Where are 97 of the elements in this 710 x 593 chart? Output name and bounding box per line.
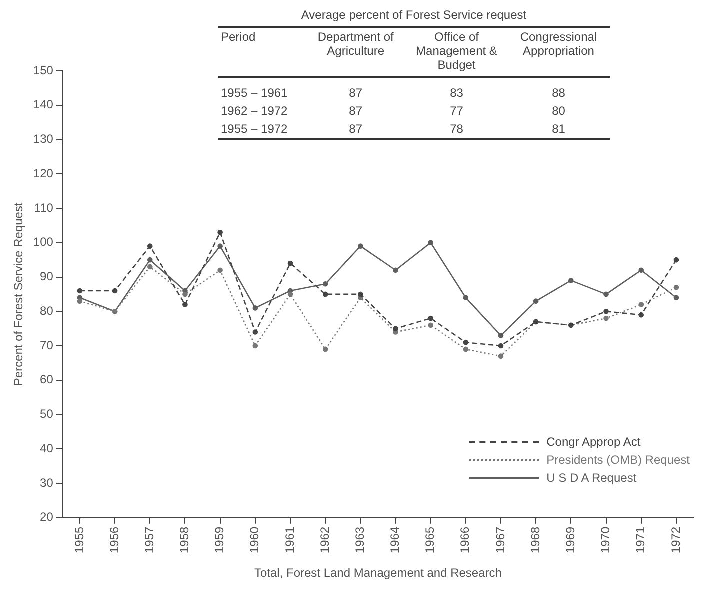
y-tick-label: 130 xyxy=(33,132,54,146)
annotation: 87 xyxy=(348,121,364,138)
point xyxy=(428,316,434,322)
point xyxy=(322,281,328,287)
x-tick-label: 1963 xyxy=(352,526,367,554)
point xyxy=(498,343,504,349)
point xyxy=(674,295,680,301)
y-tick-label: 140 xyxy=(33,98,54,112)
annotation: 1955 – 1961 xyxy=(220,85,289,102)
x-tick-label: 1971 xyxy=(634,526,648,554)
point xyxy=(288,260,294,266)
point xyxy=(568,278,574,284)
point xyxy=(638,268,644,274)
annotation: 80 xyxy=(551,103,566,120)
point xyxy=(112,288,118,294)
y-tick-label: 40 xyxy=(40,441,54,456)
point xyxy=(218,230,223,236)
point xyxy=(288,292,294,298)
annotation: Office of Management & Budget xyxy=(415,29,498,74)
x-tick-label: 1969 xyxy=(564,526,578,554)
point xyxy=(428,240,434,246)
point xyxy=(322,292,328,298)
annotation: 87 xyxy=(348,85,364,102)
x-tick-label: 1965 xyxy=(423,526,438,554)
text: Congr Approp Act xyxy=(546,435,641,449)
point xyxy=(182,292,188,298)
point xyxy=(252,343,258,349)
x-tick-label: 1955 xyxy=(72,526,86,554)
point xyxy=(428,322,434,328)
point xyxy=(252,330,258,335)
y-tick-label: 150 xyxy=(33,63,54,78)
point xyxy=(322,346,328,352)
y-tick-label: 90 xyxy=(40,270,54,284)
x-tick-label: 1959 xyxy=(212,526,227,554)
point xyxy=(604,308,609,314)
text: Period xyxy=(220,29,257,46)
x-tick-label: 1956 xyxy=(107,526,122,554)
point xyxy=(77,298,83,304)
point xyxy=(358,292,364,298)
x-tick-label: 1968 xyxy=(528,526,542,554)
point xyxy=(674,284,680,290)
annotation: 78 xyxy=(449,121,464,138)
point xyxy=(218,244,223,249)
x-tick-label: 1960 xyxy=(248,526,262,554)
annotation: 1955 – 1972 xyxy=(220,121,289,138)
annotation: 83 xyxy=(449,85,464,102)
point xyxy=(182,302,188,308)
y-tick-label: 80 xyxy=(40,304,54,318)
y-tick-label: 110 xyxy=(34,200,54,215)
point xyxy=(147,257,153,263)
text: Department of Agriculture xyxy=(316,29,395,60)
point xyxy=(77,288,83,294)
point xyxy=(463,346,469,352)
x-tick-label: 1957 xyxy=(142,526,156,554)
x-tick-label: 1961 xyxy=(282,526,297,554)
point xyxy=(393,326,398,332)
point xyxy=(533,298,539,304)
point xyxy=(252,306,258,311)
point xyxy=(604,292,609,298)
x-axis-title: Total, Forest Land Management and Research xyxy=(254,566,502,580)
annotation: 1962 – 1972 xyxy=(220,103,289,120)
x-tick-label: 1964 xyxy=(388,526,402,554)
y-tick-label: 30 xyxy=(40,476,54,490)
y-tick-label: 50 xyxy=(40,407,54,422)
point xyxy=(393,268,398,274)
annotation: 88 xyxy=(551,85,566,102)
point xyxy=(147,244,153,249)
point xyxy=(638,312,644,318)
x-tick-label: 1967 xyxy=(493,526,508,554)
x-tick-label: 1972 xyxy=(668,526,683,554)
annotation: 77 xyxy=(449,103,464,120)
x-tick-label: 1970 xyxy=(598,526,613,554)
y-tick-label: 70 xyxy=(40,338,54,352)
point xyxy=(218,268,223,274)
point xyxy=(463,340,469,346)
y-axis-title: Percent of Forest Service Request xyxy=(12,202,26,386)
point xyxy=(498,333,504,338)
text: Presidents (OMB) Request xyxy=(546,453,690,467)
point xyxy=(674,257,680,263)
point xyxy=(638,302,644,308)
point xyxy=(358,244,364,249)
text: U S D A Request xyxy=(546,471,637,485)
point xyxy=(604,316,609,322)
y-tick-label: 120 xyxy=(33,166,54,180)
x-tick-label: 1962 xyxy=(318,526,332,554)
x-tick-label: 1958 xyxy=(178,526,192,554)
point xyxy=(498,354,504,359)
point xyxy=(463,295,469,301)
y-tick-label: 100 xyxy=(33,235,54,250)
y-tick-label: 60 xyxy=(40,372,54,387)
text: Congressional Appropriation xyxy=(519,29,598,60)
x-tick-label: 1966 xyxy=(458,526,472,554)
point xyxy=(147,264,153,270)
y-tick-label: 20 xyxy=(40,510,54,524)
annotation: 87 xyxy=(348,103,364,120)
text: Average percent of Forest Service request xyxy=(300,8,528,22)
annotation: 81 xyxy=(551,121,566,138)
